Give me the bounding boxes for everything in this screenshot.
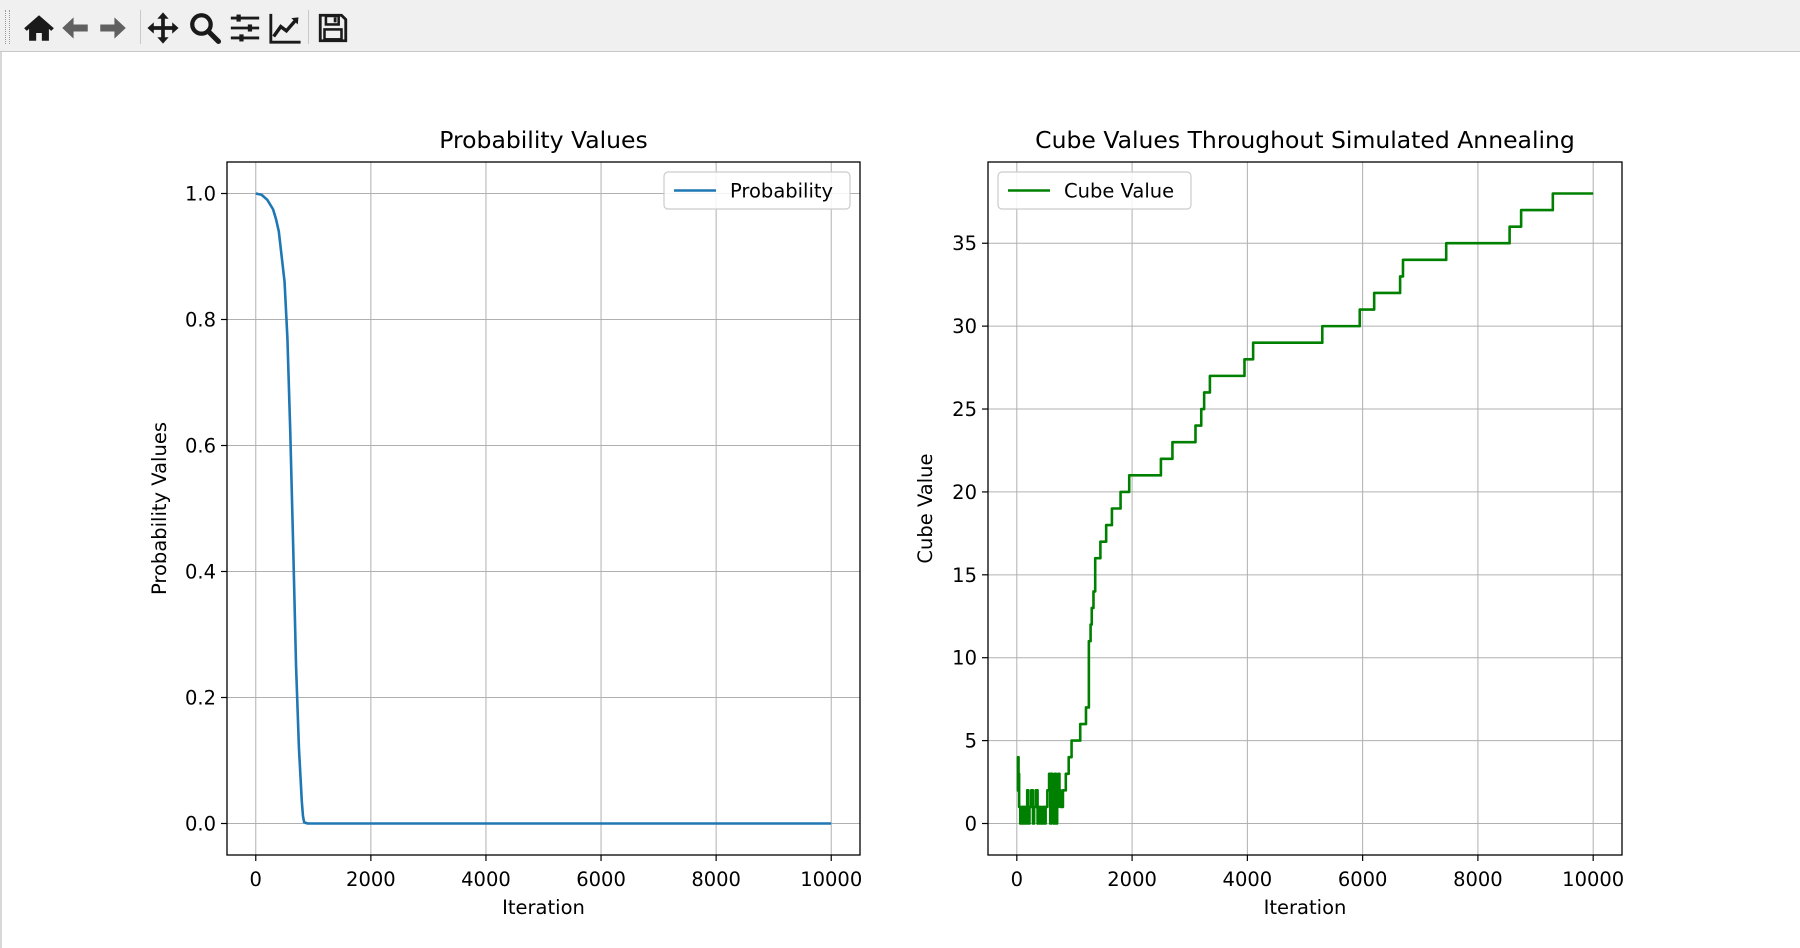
x-tick-label: 10000 — [800, 868, 862, 891]
y-tick-label: 1.0 — [185, 183, 216, 206]
y-tick-label: 25 — [952, 398, 977, 421]
legend-label: Probability — [730, 180, 833, 203]
forward-button[interactable] — [93, 8, 133, 48]
x-tick-label: 2000 — [346, 868, 396, 891]
axes-frame — [226, 161, 861, 856]
home-icon — [24, 15, 54, 41]
floppy-disk-icon — [318, 13, 348, 43]
y-axis-label: Probability Values — [148, 422, 171, 595]
legend-box — [663, 171, 851, 210]
x-tick-label: 0 — [250, 868, 262, 891]
line-chart-icon — [269, 13, 301, 44]
x-axis-label: Iteration — [1264, 896, 1347, 919]
home-button[interactable] — [19, 8, 59, 48]
pan-button[interactable] — [143, 8, 183, 48]
x-tick-label: 2000 — [1107, 868, 1157, 891]
y-tick-label: 0.4 — [185, 561, 216, 584]
axes-frame — [987, 161, 1623, 856]
y-tick-label: 35 — [952, 232, 977, 255]
y-tick-label: 0.8 — [185, 309, 216, 332]
back-button[interactable] — [55, 8, 95, 48]
arrow-right-icon — [100, 17, 126, 39]
chart-title: Cube Values Throughout Simulated Anneali… — [1035, 126, 1575, 154]
y-tick-label: 0 — [965, 813, 977, 836]
toolbar-separator — [308, 10, 309, 44]
sliders-icon — [230, 14, 260, 42]
y-tick-label: 0.2 — [185, 687, 216, 710]
x-tick-label: 0 — [1011, 868, 1023, 891]
y-tick-label: 30 — [952, 315, 977, 338]
y-tick-label: 5 — [965, 730, 977, 753]
x-axis-label: Iteration — [502, 896, 585, 919]
arrow-left-icon — [62, 17, 88, 39]
zoom-button[interactable] — [185, 8, 225, 48]
edit-axis-button[interactable] — [265, 8, 305, 48]
series-line-cube-value — [1016, 192, 1594, 825]
x-tick-label: 6000 — [1338, 868, 1388, 891]
toolbar-grip[interactable] — [5, 10, 10, 44]
legend: Cube Value — [997, 171, 1192, 210]
chart-probability: 0 2000 4000 6000 8000 10000 0.0 0.2 0.4 0.6 0.8 1.0… — [148, 126, 862, 919]
configure-subplots-button[interactable] — [225, 8, 265, 48]
y-tick-label: 15 — [952, 564, 977, 587]
legend: Probability — [663, 171, 851, 210]
x-tick-label: 8000 — [1453, 868, 1503, 891]
y-axis-label: Cube Value — [914, 453, 937, 563]
series-line-probability — [255, 192, 832, 825]
window-edge — [0, 52, 2, 948]
chart-cube: 0 2000 4000 6000 8000 10000 0 5 10 15 20 25 30 35 Cube… — [914, 126, 1624, 919]
magnifier-icon — [190, 13, 222, 45]
legend-box — [997, 171, 1192, 210]
y-tick-label: 0.6 — [185, 435, 216, 458]
chart-title: Probability Values — [439, 126, 647, 154]
y-tick-label: 20 — [952, 481, 977, 504]
legend-label: Cube Value — [1064, 180, 1174, 203]
move-icon — [147, 12, 179, 44]
x-tick-label: 6000 — [576, 868, 626, 891]
x-tick-label: 4000 — [461, 868, 511, 891]
navigation-toolbar — [0, 0, 1800, 52]
y-tick-label: 10 — [952, 647, 977, 670]
toolbar-separator — [140, 10, 141, 44]
x-tick-label: 4000 — [1223, 868, 1273, 891]
x-tick-label: 8000 — [691, 868, 741, 891]
save-button[interactable] — [313, 8, 353, 48]
x-tick-label: 10000 — [1562, 868, 1624, 891]
y-tick-label: 0.0 — [185, 813, 216, 836]
